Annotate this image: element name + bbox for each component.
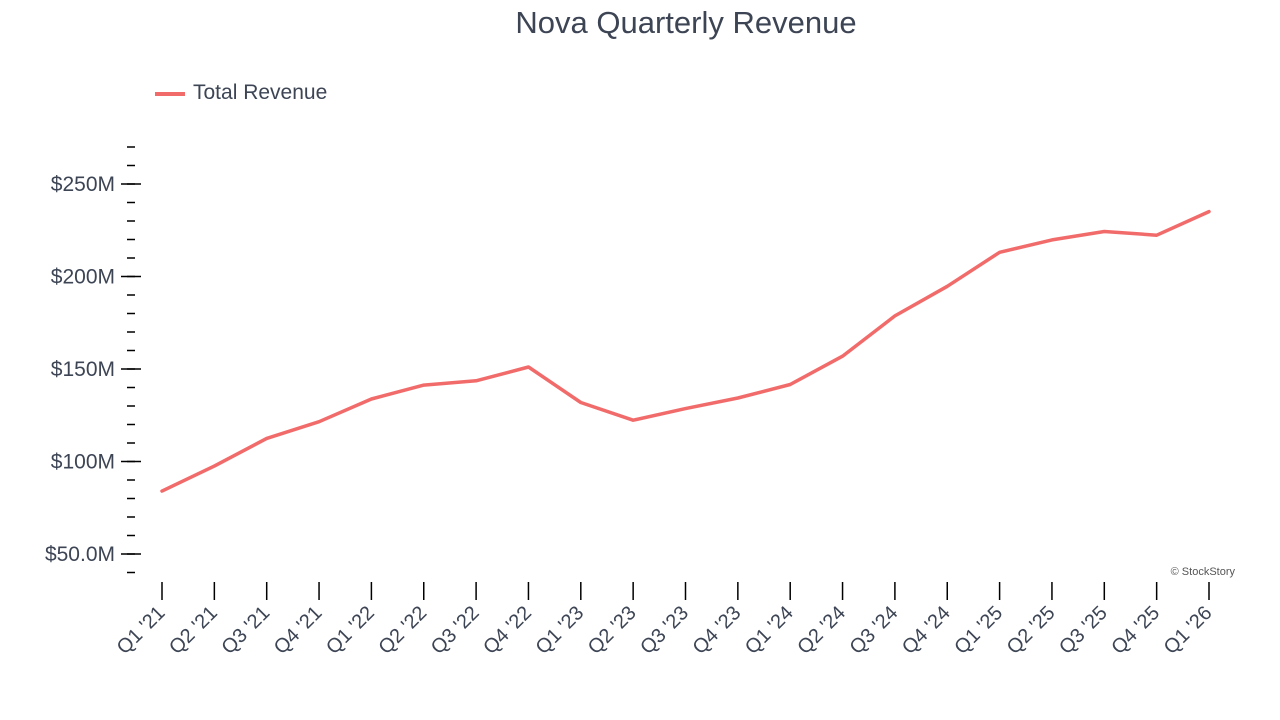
x-tick-label: Q1 '23 xyxy=(532,602,589,659)
x-tick-label: Q4 '24 xyxy=(898,602,955,659)
watermark: © StockStory xyxy=(1171,566,1236,578)
x-tick-label: Q4 '25 xyxy=(1107,602,1164,659)
series-layer xyxy=(160,209,1211,493)
x-tick-label: Q1 '24 xyxy=(741,602,798,659)
x-tick-label: Q4 '22 xyxy=(479,602,536,659)
chart-title: Nova Quarterly Revenue xyxy=(515,5,856,40)
y-tick-label: $250M xyxy=(51,173,115,196)
y-tick-label: $150M xyxy=(51,358,115,381)
x-tick-label: Q2 '25 xyxy=(1003,602,1060,659)
x-tick-label: Q2 '21 xyxy=(165,602,222,659)
y-tick-label: $50.0M xyxy=(45,543,115,566)
x-tick-label: Q4 '23 xyxy=(689,602,746,659)
legend: Total Revenue xyxy=(155,81,327,104)
x-tick-label: Q1 '26 xyxy=(1160,602,1217,659)
legend-label-total-revenue: Total Revenue xyxy=(193,81,327,104)
y-tick-label: $100M xyxy=(51,451,115,474)
x-tick-label: Q1 '22 xyxy=(322,602,379,659)
series-line-total-revenue xyxy=(160,209,1211,493)
x-tick-label: Q4 '21 xyxy=(270,602,327,659)
x-tick-label: Q2 '23 xyxy=(584,602,641,659)
x-tick-label: Q3 '22 xyxy=(427,602,484,659)
x-tick-label: Q3 '24 xyxy=(846,602,903,659)
x-tick-label: Q2 '22 xyxy=(374,602,431,659)
x-tick-label: Q2 '24 xyxy=(793,602,850,659)
y-tick-label: $200M xyxy=(51,266,115,289)
x-tick-label: Q3 '21 xyxy=(217,602,274,659)
x-tick-label: Q3 '25 xyxy=(1055,602,1112,659)
y-axis: $50.0M $100M $150M $200M $250M xyxy=(45,146,141,574)
x-tick-label: Q1 '25 xyxy=(950,602,1007,659)
x-tick-label: Q1 '21 xyxy=(113,602,170,659)
x-tick-label: Q3 '23 xyxy=(636,602,693,659)
